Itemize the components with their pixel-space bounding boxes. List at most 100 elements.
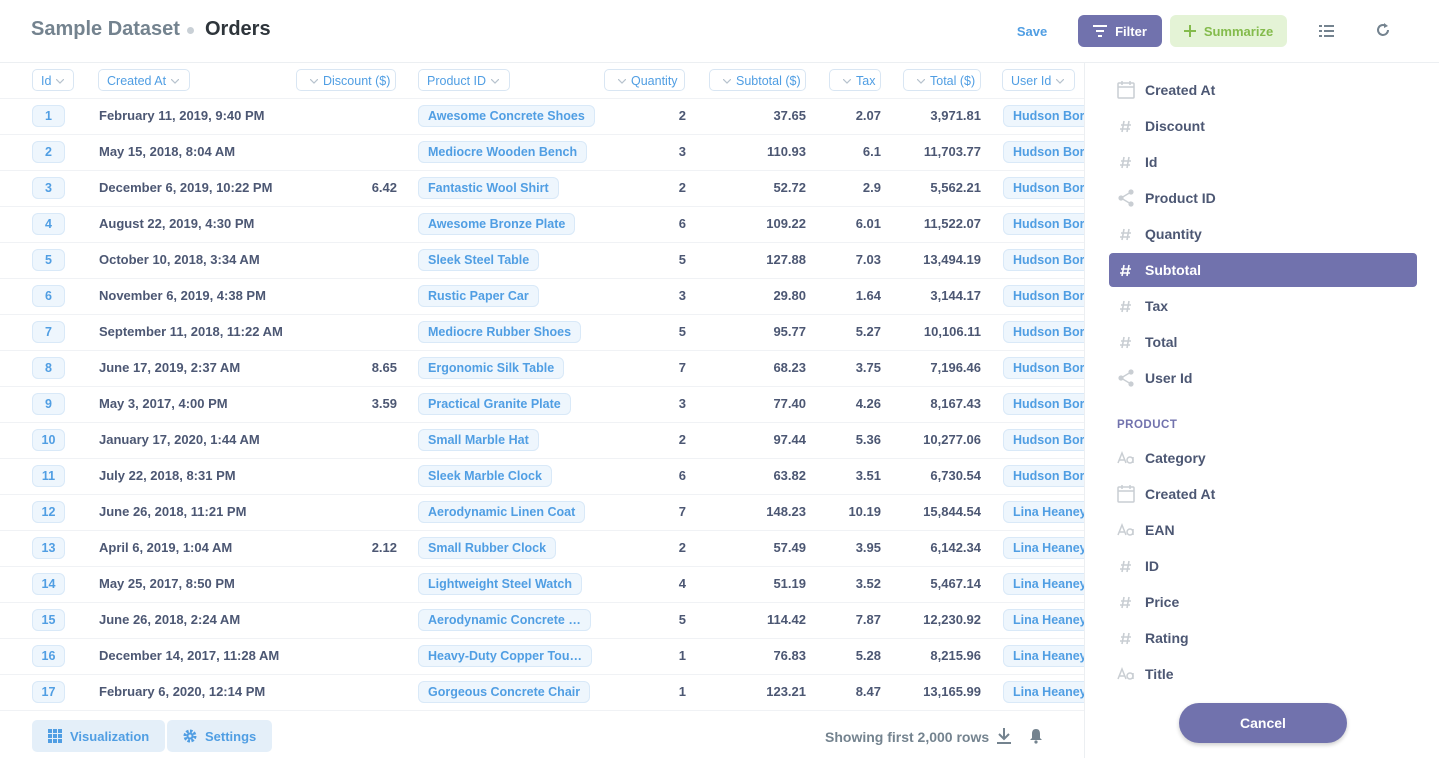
cell: 6.1 (862, 144, 881, 159)
id-pill[interactable]: 1 (32, 105, 65, 127)
fk-pill[interactable]: Lina Heaney (1003, 501, 1084, 523)
fk-pill[interactable]: Hudson Bore (1003, 177, 1084, 199)
id-pill[interactable]: 15 (32, 609, 65, 631)
field-item[interactable]: Tax (1109, 289, 1417, 323)
column-header[interactable]: Quantity (604, 69, 685, 91)
column-header[interactable]: User Id (1002, 69, 1075, 91)
field-item[interactable]: Discount (1109, 109, 1417, 143)
fk-pill[interactable]: Lina Heaney (1003, 609, 1084, 631)
fk-pill[interactable]: Hudson Bore (1003, 141, 1084, 163)
table-row: 15 June 26, 2018, 2:24 AM Aerodynamic Conc… (0, 602, 1084, 639)
fk-pill[interactable]: Small Rubber Clock (418, 537, 557, 559)
field-item[interactable]: Created At (1109, 477, 1417, 511)
fk-pill[interactable]: Aerodynamic Concrete … (418, 609, 591, 631)
fk-pill[interactable]: Mediocre Rubber Shoes (418, 321, 582, 343)
fk-pill[interactable]: Awesome Bronze Plate (418, 213, 576, 235)
fk-pill[interactable]: Small Marble Hat (418, 429, 539, 451)
fk-pill[interactable]: Heavy-Duty Copper Tou… (418, 645, 592, 667)
id-pill[interactable]: 11 (32, 465, 65, 487)
fk-pill[interactable]: Lightweight Steel Watch (418, 573, 582, 595)
save-button[interactable]: Save (1016, 23, 1048, 39)
id-pill[interactable]: 4 (32, 213, 65, 235)
alert-icon[interactable] (1029, 728, 1043, 744)
fk-pill[interactable]: Aerodynamic Linen Coat (418, 501, 586, 523)
column-header[interactable]: Discount ($) (296, 69, 396, 91)
field-item[interactable]: Quantity (1109, 217, 1417, 251)
column-header[interactable]: Total ($) (903, 69, 981, 91)
id-pill[interactable]: 16 (32, 645, 65, 667)
id-pill[interactable]: 13 (32, 537, 65, 559)
cell: 3,144.17 (930, 288, 981, 303)
field-item[interactable]: User Id (1109, 361, 1417, 395)
fk-pill[interactable]: Sleek Marble Clock (418, 465, 552, 487)
id-pill[interactable]: 17 (32, 681, 65, 703)
id-pill[interactable]: 2 (32, 141, 65, 163)
field-item[interactable]: ID (1109, 549, 1417, 583)
breadcrumb[interactable]: Sample Dataset (31, 18, 180, 40)
fk-pill[interactable]: Lina Heaney (1003, 645, 1084, 667)
id-pill[interactable]: 3 (32, 177, 65, 199)
field-name: Created At (1145, 82, 1216, 98)
visualization-button[interactable]: Visualization (32, 720, 166, 752)
fk-pill[interactable]: Practical Granite Plate (418, 393, 571, 415)
summarize-button[interactable]: Summarize (1170, 15, 1287, 47)
cell: 2 (678, 180, 686, 195)
field-item[interactable]: Rating (1109, 621, 1417, 655)
id-pill[interactable]: 12 (32, 501, 65, 523)
id-pill[interactable]: 6 (32, 285, 65, 307)
fk-pill[interactable]: Lina Heaney (1003, 537, 1084, 559)
fk-pill[interactable]: Hudson Bore (1003, 465, 1084, 487)
field-item[interactable]: Price (1109, 585, 1417, 619)
fk-pill[interactable]: Sleek Steel Table (418, 249, 540, 271)
field-item[interactable]: Created At (1109, 73, 1417, 107)
fk-pill[interactable]: Hudson Bore (1003, 213, 1084, 235)
list-icon[interactable] (1319, 24, 1334, 38)
id-pill[interactable]: 14 (32, 573, 65, 595)
fk-pill[interactable]: Rustic Paper Car (418, 285, 539, 307)
id-pill[interactable]: 10 (32, 429, 65, 451)
fk-pill[interactable]: Awesome Concrete Shoes (418, 105, 595, 127)
fk-pill[interactable]: Hudson Bore (1003, 285, 1084, 307)
fk-pill[interactable]: Fantastic Wool Shirt (418, 177, 559, 199)
fk-pill[interactable]: Gorgeous Concrete Chair (418, 681, 591, 703)
filter-button[interactable]: Filter (1078, 15, 1162, 47)
date-icon (1117, 81, 1135, 99)
field-item[interactable]: Id (1109, 145, 1417, 179)
caret (490, 78, 500, 85)
separator (187, 27, 194, 34)
cell: 7 (678, 360, 686, 375)
fk-pill[interactable]: Mediocre Wooden Bench (418, 141, 588, 163)
column-header[interactable]: Subtotal ($) (709, 69, 806, 91)
cell: 114.42 (766, 612, 806, 627)
field-item[interactable]: Product ID (1109, 181, 1417, 215)
fk-pill[interactable]: Hudson Bore (1003, 249, 1084, 271)
cancel-button[interactable]: Cancel (1179, 703, 1347, 743)
id-pill[interactable]: 7 (32, 321, 65, 343)
download-icon[interactable] (997, 728, 1011, 744)
field-item[interactable]: Subtotal (1109, 253, 1417, 287)
id-pill[interactable]: 5 (32, 249, 65, 271)
fk-pill[interactable]: Lina Heaney (1003, 573, 1084, 595)
fk-pill[interactable]: Hudson Bore (1003, 429, 1084, 451)
fk-pill[interactable]: Hudson Bore (1003, 357, 1084, 379)
fk-pill[interactable]: Hudson Bore (1003, 321, 1084, 343)
fk-pill[interactable]: Hudson Bore (1003, 105, 1084, 127)
field-item[interactable]: Title (1109, 657, 1417, 691)
fk-pill[interactable]: Ergonomic Silk Table (418, 357, 565, 379)
column-header[interactable]: Id (32, 69, 74, 91)
column-header[interactable]: Product ID (418, 69, 510, 91)
caret (916, 78, 926, 85)
fk-pill[interactable]: Lina Heaney (1003, 681, 1084, 703)
id-pill[interactable]: 8 (32, 357, 65, 379)
field-item[interactable]: EAN (1109, 513, 1417, 547)
column-header[interactable]: Tax (829, 69, 881, 91)
table-row: 16 December 14, 2017, 11:28 AM Heavy-Duty … (0, 638, 1084, 675)
field-item[interactable]: Total (1109, 325, 1417, 359)
column-header[interactable]: Created At (98, 69, 190, 91)
id-pill[interactable]: 9 (32, 393, 65, 415)
fk-pill[interactable]: Hudson Bore (1003, 393, 1084, 415)
settings-button[interactable]: Settings (167, 720, 273, 752)
refresh-icon[interactable] (1376, 23, 1390, 37)
field-item[interactable]: Category (1109, 441, 1417, 475)
